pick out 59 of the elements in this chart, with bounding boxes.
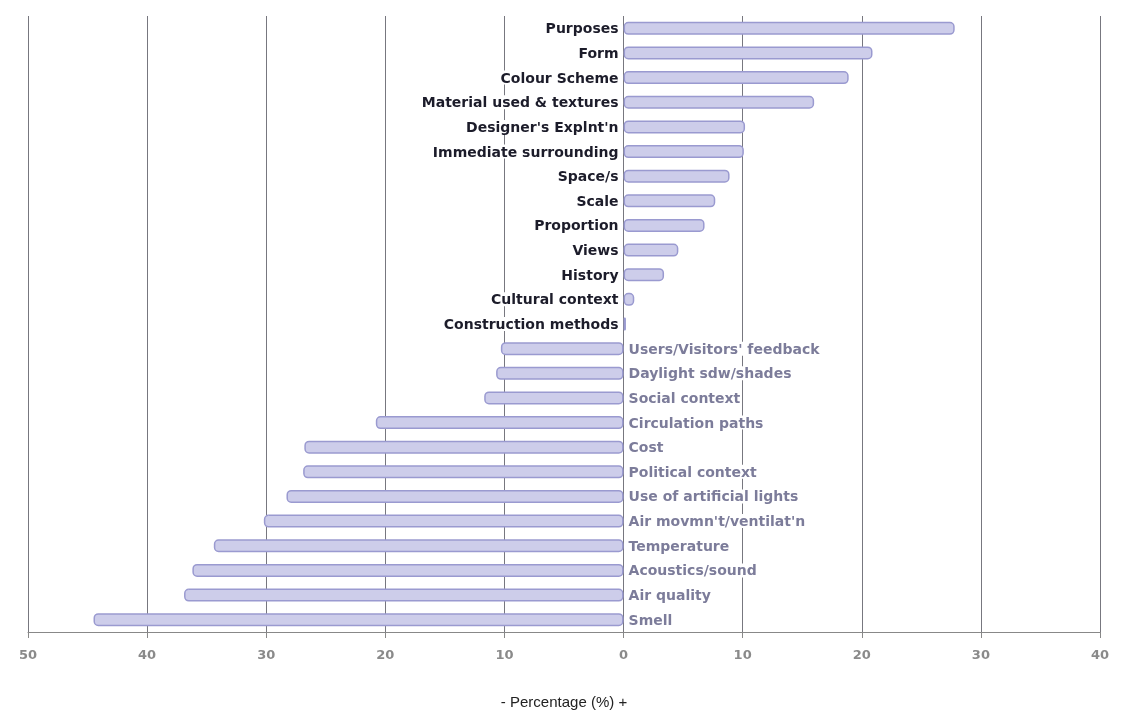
bar: [623, 71, 849, 85]
bar: [623, 120, 746, 134]
bar: [500, 342, 624, 356]
y-tick-label: Proportion: [534, 217, 619, 234]
bar: [213, 539, 624, 553]
x-tick-label: 10: [733, 647, 752, 662]
bar: [623, 243, 679, 257]
y-tick-label: Use of artificial lights: [628, 488, 799, 505]
y-tick-label: Space/s: [557, 168, 619, 185]
y-tick-label: Acoustics/sound: [628, 562, 757, 579]
y-tick-label: Form: [578, 44, 619, 61]
bar: [623, 46, 873, 60]
x-tick-label: 10: [495, 647, 514, 662]
bar: [623, 169, 730, 183]
y-tick-label: Material used & textures: [421, 94, 619, 111]
x-axis-title: - Percentage (%) +: [500, 693, 628, 710]
x-tick-label: 30: [971, 647, 990, 662]
y-tick-label: Smell: [628, 611, 673, 628]
bar: [623, 145, 744, 159]
y-tick-label: Daylight sdw/shades: [628, 365, 792, 382]
x-tick-label: 40: [1090, 647, 1110, 662]
x-tick-label: 40: [138, 647, 157, 662]
y-tick-label: Political context: [628, 463, 758, 480]
bar: [375, 416, 624, 430]
y-tick-label: Cost: [628, 439, 664, 456]
y-tick-label: Views: [572, 242, 619, 259]
x-tick-label: 20: [376, 647, 395, 662]
y-tick-label: Air quality: [628, 587, 711, 604]
x-tick-label: 30: [257, 647, 276, 662]
bar: [303, 465, 624, 479]
x-tick-label: 0: [619, 647, 629, 662]
bar: [623, 218, 705, 232]
bar: [623, 21, 955, 35]
y-tick-label: Users/Visitors' feedback: [628, 340, 821, 357]
bar: [623, 194, 716, 208]
y-tick-label: Purposes: [545, 20, 619, 37]
bar: [304, 440, 624, 454]
bar: [496, 366, 624, 380]
bar: [484, 391, 624, 405]
y-tick-label: Immediate surrounding: [432, 143, 619, 160]
y-tick-label: Air movmn't/ventilat'n: [628, 513, 806, 530]
x-tick-label: 20: [852, 647, 871, 662]
y-tick-label: History: [561, 266, 619, 283]
bar: [263, 514, 624, 528]
bar: [623, 268, 665, 282]
y-tick-label: Construction methods: [443, 316, 619, 332]
x-tick-label: 50: [18, 647, 38, 662]
y-tick-label: Temperature: [628, 537, 730, 554]
y-tick-label: Colour Scheme: [500, 69, 619, 86]
bar: [192, 563, 624, 577]
bar: [623, 95, 815, 109]
bar: [286, 489, 624, 503]
bar: [184, 588, 624, 602]
y-tick-label: Cultural context: [491, 291, 619, 308]
y-tick-label: Social context: [628, 389, 741, 406]
bar: [93, 613, 624, 627]
y-tick-label: Circulation paths: [628, 414, 764, 431]
y-tick-label: Scale: [576, 192, 619, 209]
y-tick-label: Designer's Explnt'n: [466, 118, 619, 135]
